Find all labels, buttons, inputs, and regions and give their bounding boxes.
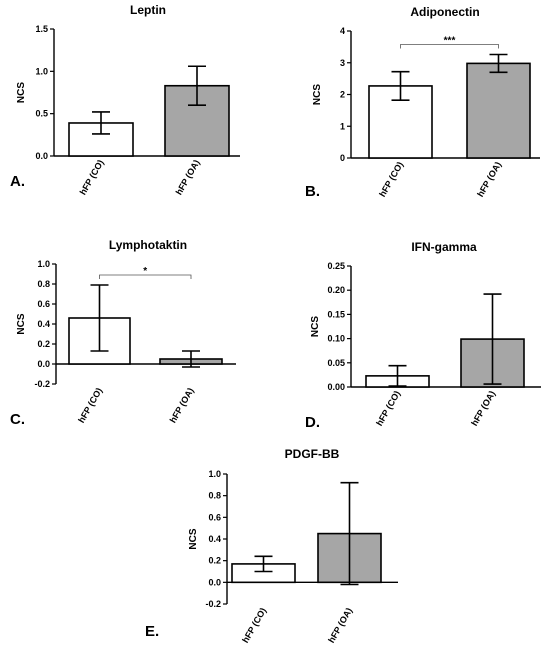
- panel-letter: E.: [145, 623, 159, 640]
- y-tick-label: 1.0: [35, 66, 48, 76]
- x-category-label: hFP (CO): [78, 158, 106, 197]
- y-axis-label: NCS: [310, 316, 321, 337]
- chart-title: IFN-gamma: [411, 240, 477, 254]
- y-tick-label: 1.5: [35, 24, 48, 34]
- y-axis-label: NCS: [312, 84, 323, 105]
- chart-title: Lymphotaktin: [109, 238, 187, 252]
- panel-letter: C.: [10, 411, 25, 428]
- error-bar: [188, 65, 206, 106]
- y-tick-label: 3: [340, 58, 345, 68]
- y-tick-label: 0.8: [208, 491, 221, 501]
- y-axis-label: NCS: [188, 528, 199, 549]
- y-tick-label: -0.2: [205, 599, 221, 609]
- x-category-label: hFP (CO): [76, 386, 104, 425]
- y-axis-label: NCS: [16, 313, 27, 334]
- significance-stars: *: [143, 266, 147, 277]
- y-tick-label: 0.8: [37, 279, 50, 289]
- y-tick-label: 0.0: [37, 359, 50, 369]
- y-tick-label: 1: [340, 121, 345, 131]
- panel-letter: B.: [305, 183, 320, 200]
- y-tick-label: 0.10: [327, 334, 345, 344]
- panel-letter: D.: [305, 414, 320, 431]
- chart-title: PDGF-BB: [285, 447, 340, 461]
- panel-1: Leptin 0.0 0.5 1.0 1.5 NCS hFP (CO) hFP (OA) A.: [10, 3, 240, 197]
- y-tick-label: 4: [340, 26, 345, 36]
- y-tick-label: 1.0: [37, 259, 50, 269]
- panel-4: IFN-gamma 0.00 0.05 0.10 0.15 0.20 0.25 NCS hFP …: [305, 240, 541, 431]
- y-tick-label: 0.2: [208, 556, 221, 566]
- error-bar: [254, 555, 273, 573]
- bar-oa: [466, 62, 531, 159]
- y-tick-label: 2: [340, 90, 345, 100]
- y-tick-label: 0.20: [327, 285, 345, 295]
- y-tick-label: 0.2: [37, 339, 50, 349]
- y-axis-label: NCS: [16, 82, 27, 103]
- x-category-label: hFP (CO): [377, 160, 405, 199]
- error-bar: [483, 293, 502, 385]
- chart-title: Adiponectin: [410, 5, 479, 19]
- y-tick-label: -0.2: [34, 379, 50, 389]
- x-category-label: hFP (CO): [374, 389, 402, 428]
- y-tick-label: 0.25: [327, 261, 345, 271]
- y-tick-label: 0.6: [208, 512, 221, 522]
- significance-stars: ***: [444, 35, 456, 46]
- x-category-label: hFP (CO): [240, 606, 268, 645]
- panel-2: Adiponectin 0 1 2 3 4 NCS hFP (CO) hFP (OA) *** B.: [305, 5, 540, 200]
- y-tick-label: 0: [340, 153, 345, 163]
- y-tick-label: 1.0: [208, 469, 221, 479]
- y-tick-label: 0.05: [327, 358, 345, 368]
- significance-bracket: ***: [400, 35, 499, 49]
- panel-3: Lymphotaktin -0.2 0.0 0.2 0.4 0.6 0.8 1.0 NCS hFP…: [10, 238, 236, 428]
- x-category-label: hFP (OA): [168, 386, 196, 425]
- y-tick-label: 0.0: [35, 151, 48, 161]
- y-tick-label: 0.4: [208, 534, 221, 544]
- chart-title: Leptin: [130, 3, 166, 17]
- error-bar: [489, 53, 508, 74]
- x-category-label: hFP (OA): [326, 606, 354, 645]
- panel-letter: A.: [10, 173, 25, 190]
- error-bar: [388, 364, 407, 387]
- significance-bracket: *: [99, 266, 192, 279]
- x-category-label: hFP (OA): [469, 389, 497, 428]
- y-tick-label: 0.00: [327, 382, 345, 392]
- y-tick-label: 0.4: [37, 319, 50, 329]
- x-category-label: hFP (OA): [174, 158, 202, 197]
- y-tick-label: 0.6: [37, 299, 50, 309]
- error-bar: [90, 284, 109, 352]
- error-bar: [340, 481, 359, 586]
- y-tick-label: 0.5: [35, 109, 48, 119]
- panel-5: PDGF-BB -0.2 0.0 0.2 0.4 0.6 0.8 1.0 NCS hFP (CO)…: [145, 447, 398, 645]
- error-bar: [92, 111, 110, 135]
- x-category-label: hFP (OA): [475, 160, 503, 199]
- y-tick-label: 0.0: [208, 577, 221, 587]
- error-bar: [182, 350, 200, 368]
- error-bar: [391, 70, 410, 102]
- y-tick-label: 0.15: [327, 309, 345, 319]
